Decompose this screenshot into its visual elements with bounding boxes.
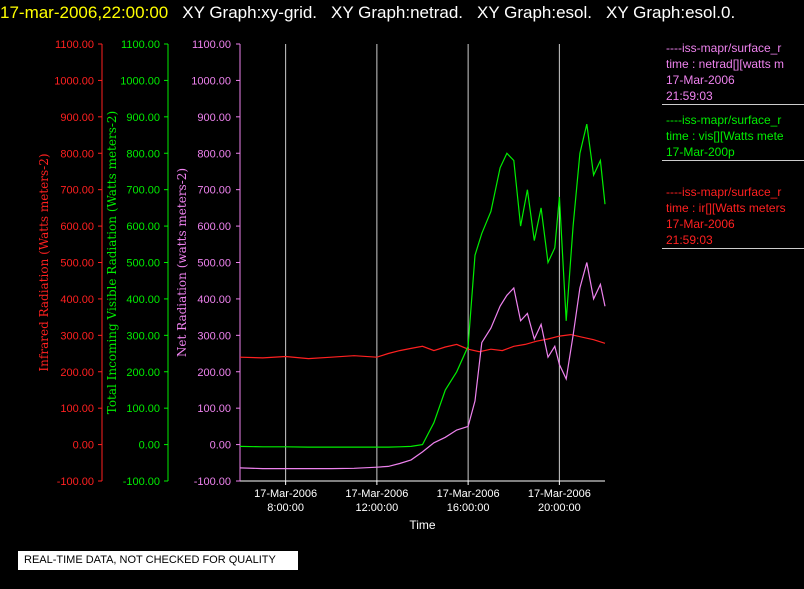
- y-tick-label-0-3: 200.00: [60, 367, 94, 379]
- legend-line-2-3: 21:59:03: [666, 233, 713, 247]
- y-tick-label-1-0: -100.00: [123, 476, 160, 488]
- legend-line-1-2: 17-Mar-200p: [666, 145, 735, 159]
- y-tick-label-2-6: 500.00: [197, 258, 231, 270]
- y-tick-label-2-1: 0.00: [210, 440, 231, 452]
- y-tick-label-0-5: 400.00: [60, 294, 94, 306]
- timestamp: 17-mar-2006,22:00:00: [0, 3, 169, 22]
- y-tick-label-2-10: 900.00: [197, 112, 231, 124]
- quality-note: REAL-TIME DATA, NOT CHECKED FOR QUALITY: [18, 551, 298, 570]
- y-axis-title-0: Infrared Radiation (Watts meters-2): [37, 153, 51, 371]
- y-tick-label-0-1: 0.00: [73, 440, 94, 452]
- y-tick-label-2-11: 1000.00: [191, 75, 231, 87]
- legend-line-0-3: 21:59:03: [666, 89, 713, 103]
- legend-line-2-2: 17-Mar-2006: [666, 217, 735, 231]
- y-tick-label-1-1: 0.00: [139, 440, 160, 452]
- y-tick-label-2-5: 400.00: [197, 294, 231, 306]
- y-tick-label-0-10: 900.00: [60, 112, 94, 124]
- legend-line-2-0: ----iss-mapr/surface_r: [666, 185, 782, 199]
- y-tick-label-1-3: 200.00: [126, 367, 160, 379]
- x-tick-date-0: 17-Mar-2006: [254, 488, 317, 500]
- y-axis-title-1: Total Incoming Visible Radiation (Watts …: [105, 111, 119, 415]
- y-tick-label-1-9: 800.00: [126, 148, 160, 160]
- graph-title-esol: XY Graph:esol.: [477, 3, 593, 22]
- y-tick-label-0-12: 1100.00: [55, 39, 94, 51]
- y-tick-label-1-5: 400.00: [126, 294, 160, 306]
- y-tick-label-0-4: 300.00: [60, 330, 94, 342]
- y-tick-label-2-4: 300.00: [197, 330, 231, 342]
- y-tick-label-2-7: 600.00: [197, 221, 231, 233]
- x-tick-time-0: 8:00:00: [267, 502, 304, 514]
- x-axis-title: Time: [409, 518, 436, 532]
- graph-title-netrad: XY Graph:netrad.: [331, 3, 464, 22]
- graph-title-xy-grid: XY Graph:xy-grid.: [182, 3, 318, 22]
- y-tick-label-2-12: 1100.00: [192, 39, 231, 51]
- y-tick-label-0-9: 800.00: [60, 148, 94, 160]
- legend-line-0-1: time : netrad[][watts m: [666, 57, 785, 71]
- y-tick-label-2-9: 800.00: [197, 148, 231, 160]
- y-tick-label-1-6: 500.00: [126, 258, 160, 270]
- y-tick-label-2-3: 200.00: [197, 367, 231, 379]
- y-tick-label-2-8: 700.00: [197, 185, 231, 197]
- series-line-2: [239, 262, 606, 470]
- y-tick-label-0-2: 100.00: [60, 403, 94, 415]
- y-tick-label-2-0: -100.00: [194, 476, 231, 488]
- y-tick-label-1-11: 1000.00: [120, 75, 160, 87]
- header-bar: 17-mar-2006,22:00:00 XY Graph:xy-grid. XY …: [0, 2, 804, 26]
- x-tick-time-2: 16:00:00: [447, 502, 490, 514]
- y-tick-label-2-2: 100.00: [197, 403, 231, 415]
- y-tick-label-0-8: 700.00: [60, 185, 94, 197]
- y-tick-label-1-12: 1100.00: [121, 39, 160, 51]
- y-tick-label-1-4: 300.00: [126, 330, 160, 342]
- y-tick-label-0-0: -100.00: [57, 476, 94, 488]
- series-line-1: [239, 123, 606, 448]
- y-tick-label-0-6: 500.00: [60, 258, 94, 270]
- series-line-0: [239, 333, 606, 360]
- legend-line-0-0: ----iss-mapr/surface_r: [666, 41, 782, 55]
- legend-line-0-2: 17-Mar-2006: [666, 73, 735, 87]
- y-tick-label-1-10: 900.00: [126, 112, 160, 124]
- graph-title-esol-0: XY Graph:esol.0.: [606, 3, 736, 22]
- x-tick-date-1: 17-Mar-2006: [345, 488, 408, 500]
- x-tick-date-3: 17-Mar-2006: [528, 488, 591, 500]
- x-tick-date-2: 17-Mar-2006: [437, 488, 500, 500]
- y-tick-label-1-7: 600.00: [126, 221, 160, 233]
- legend-line-1-1: time : vis[][Watts mete: [666, 129, 784, 143]
- legend-line-1-0: ----iss-mapr/surface_r: [666, 113, 782, 127]
- legend-line-2-1: time : ir[][Watts meters: [666, 201, 786, 215]
- x-tick-time-3: 20:00:00: [538, 502, 581, 514]
- y-axis-title-2: Net Radiation (watts meters-2): [175, 168, 189, 357]
- x-tick-time-1: 12:00:00: [355, 502, 398, 514]
- y-tick-label-1-8: 700.00: [126, 185, 160, 197]
- y-tick-label-0-11: 1000.00: [54, 75, 94, 87]
- y-tick-label-1-2: 100.00: [126, 403, 160, 415]
- y-tick-label-0-7: 600.00: [60, 221, 94, 233]
